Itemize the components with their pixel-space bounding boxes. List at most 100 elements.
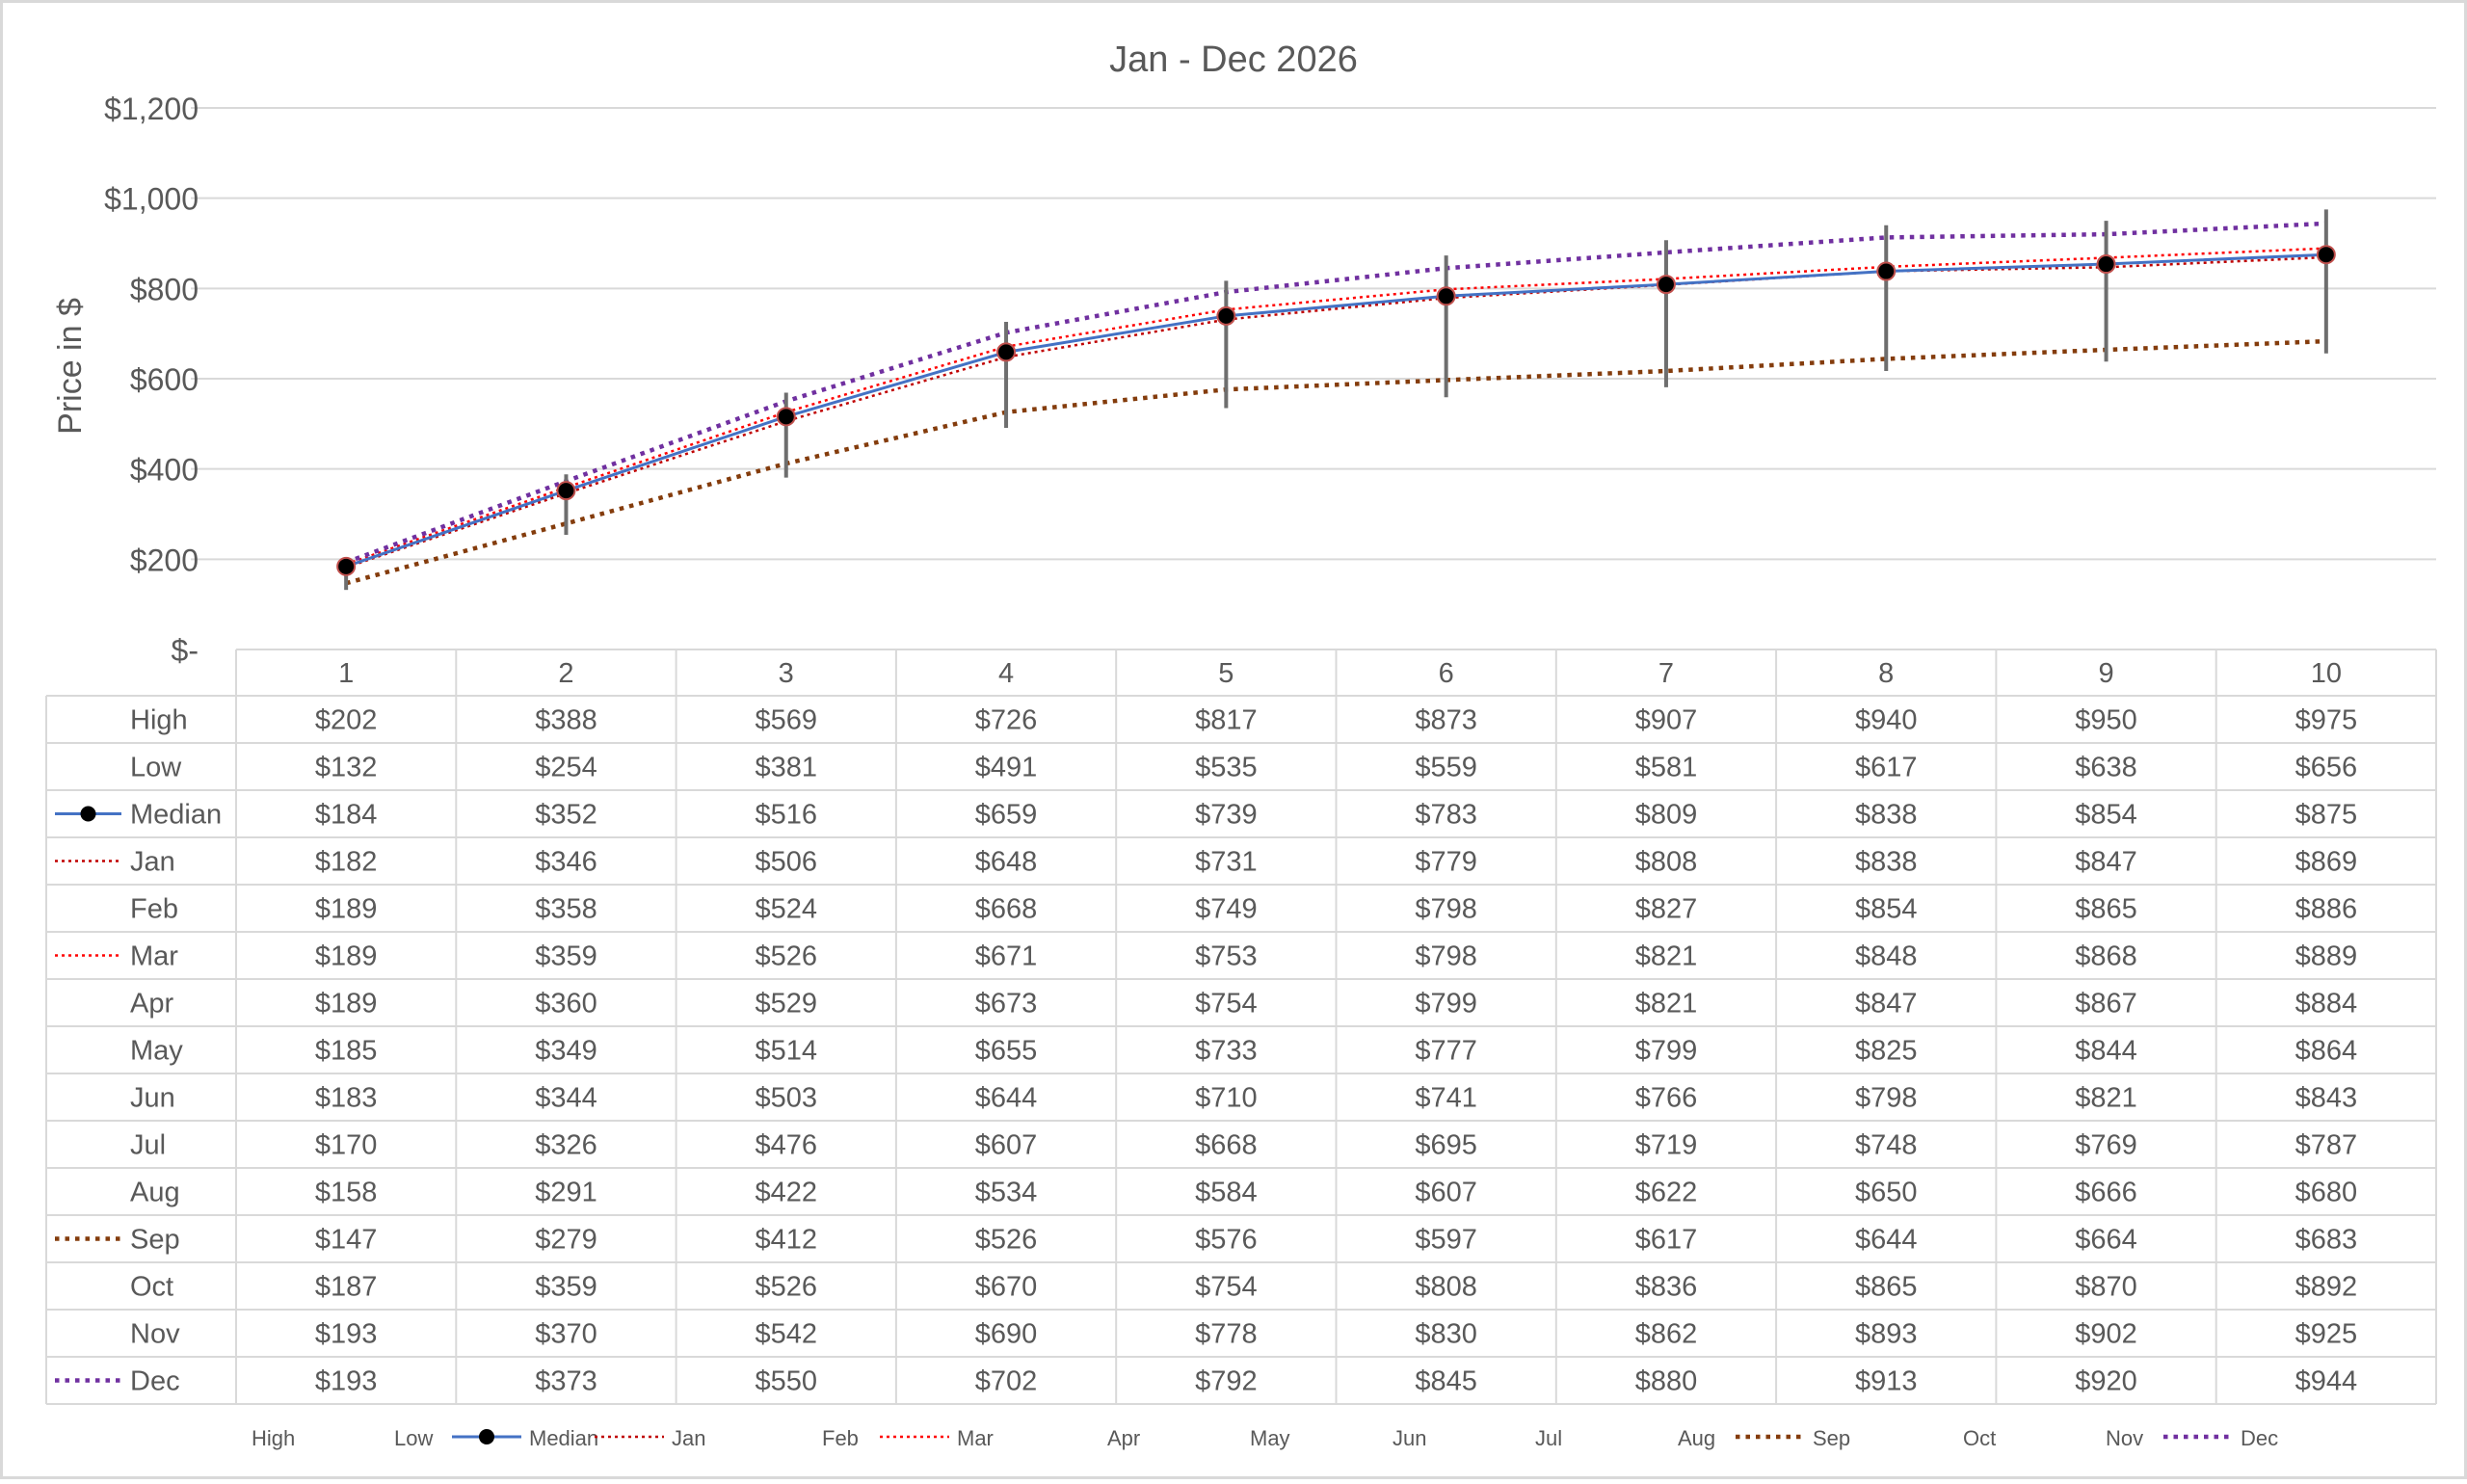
data-label: $349	[535, 1036, 597, 1067]
legend-label: Oct	[1963, 1426, 1996, 1450]
data-label: $726	[975, 705, 1038, 736]
data-label: $373	[535, 1366, 597, 1397]
category-label: 4	[998, 658, 1014, 689]
data-label: $358	[535, 894, 597, 925]
data-label: $671	[975, 941, 1038, 972]
median-marker	[2316, 245, 2336, 265]
data-label: $902	[2075, 1319, 2137, 1350]
data-label: $769	[2075, 1130, 2137, 1161]
data-label: $476	[755, 1130, 817, 1161]
data-label: $799	[1635, 1036, 1698, 1067]
data-label: $617	[1855, 753, 1918, 783]
data-label: $870	[2075, 1272, 2137, 1303]
legend-label: Sep	[1813, 1426, 1850, 1450]
y-axis-ticks: $- $200 $400 $600 $800 $1,000 $1,200	[104, 92, 199, 668]
data-label: $670	[975, 1272, 1038, 1303]
data-label: $650	[1855, 1178, 1918, 1208]
data-label: $862	[1635, 1319, 1698, 1350]
data-label: $830	[1415, 1319, 1477, 1350]
data-label: $673	[975, 989, 1038, 1020]
median-marker	[1876, 261, 1897, 281]
data-label: $370	[535, 1319, 597, 1350]
data-label: $975	[2295, 705, 2358, 736]
data-label: $182	[315, 847, 378, 878]
data-label: $847	[1855, 989, 1918, 1020]
data-label: $884	[2295, 989, 2358, 1020]
data-label: $799	[1415, 989, 1477, 1020]
data-label: $864	[2295, 1036, 2358, 1067]
data-label: $381	[755, 753, 817, 783]
data-label: $809	[1635, 800, 1698, 831]
data-label: $158	[315, 1178, 378, 1208]
data-label: $189	[315, 894, 378, 925]
data-label: $491	[975, 753, 1038, 783]
table-row-header: Dec	[130, 1366, 180, 1397]
chart-title: Jan - Dec 2026	[1109, 40, 1358, 80]
table-row-header: Aug	[130, 1178, 180, 1208]
data-label: $516	[755, 800, 817, 831]
category-label: 9	[2098, 658, 2113, 689]
y-tick-label: $200	[130, 543, 199, 577]
data-table: 1 2 3 4 5 6 7 8 9 10 High $202 $388 $569 $726 $817 $873 $…	[55, 658, 2357, 1397]
data-label: $291	[535, 1178, 597, 1208]
data-label: $668	[975, 894, 1038, 925]
data-label: $690	[975, 1319, 1038, 1350]
data-label: $838	[1855, 800, 1918, 831]
data-label: $808	[1635, 847, 1698, 878]
data-label: $695	[1415, 1130, 1477, 1161]
data-label: $584	[1195, 1178, 1258, 1208]
data-label: $925	[2295, 1319, 2358, 1350]
y-tick-label: $1,000	[104, 182, 199, 217]
y-tick-label: $600	[130, 362, 199, 397]
data-table-grid	[45, 649, 2437, 1405]
data-label: $779	[1415, 847, 1477, 878]
table-row-header: Jun	[130, 1083, 175, 1114]
data-label: $798	[1415, 941, 1477, 972]
data-label: $183	[315, 1083, 378, 1114]
data-label: $193	[315, 1319, 378, 1350]
median-marker	[1436, 286, 1456, 306]
category-label: 10	[2311, 658, 2342, 689]
data-label: $783	[1415, 800, 1477, 831]
y-axis-label: Price in $	[52, 298, 89, 435]
data-label: $754	[1195, 1272, 1258, 1303]
data-label: $644	[975, 1083, 1038, 1114]
data-label: $279	[535, 1225, 597, 1256]
data-label: $202	[315, 705, 378, 736]
data-label: $913	[1855, 1366, 1918, 1397]
data-label: $836	[1635, 1272, 1698, 1303]
data-label: $569	[755, 705, 817, 736]
table-row-header: Feb	[130, 894, 178, 925]
median-markers	[336, 245, 2336, 576]
data-label: $854	[2075, 800, 2137, 831]
data-label: $792	[1195, 1366, 1258, 1397]
data-label: $892	[2295, 1272, 2358, 1303]
data-label: $526	[755, 1272, 817, 1303]
category-label: 7	[1658, 658, 1674, 689]
data-label: $848	[1855, 941, 1918, 972]
data-label: $680	[2295, 1178, 2358, 1208]
data-label: $576	[1195, 1225, 1258, 1256]
table-row-header: High	[130, 705, 188, 736]
data-label: $503	[755, 1083, 817, 1114]
data-label: $344	[535, 1083, 597, 1114]
data-label: $644	[1855, 1225, 1918, 1256]
data-label: $865	[2075, 894, 2137, 925]
data-label: $193	[315, 1366, 378, 1397]
data-label: $844	[2075, 1036, 2137, 1067]
legend-label: High	[252, 1426, 295, 1450]
data-label: $360	[535, 989, 597, 1020]
y-tick-label: $800	[130, 272, 199, 306]
table-row-header: Median	[130, 800, 222, 831]
legend-label: Low	[394, 1426, 433, 1450]
data-label: $854	[1855, 894, 1918, 925]
data-label: $622	[1635, 1178, 1698, 1208]
data-label: $893	[1855, 1319, 1918, 1350]
legend-label: Mar	[957, 1426, 994, 1450]
data-label: $422	[755, 1178, 817, 1208]
data-label: $847	[2075, 847, 2137, 878]
data-label: $559	[1415, 753, 1477, 783]
category-label: 5	[1218, 658, 1234, 689]
data-label: $865	[1855, 1272, 1918, 1303]
